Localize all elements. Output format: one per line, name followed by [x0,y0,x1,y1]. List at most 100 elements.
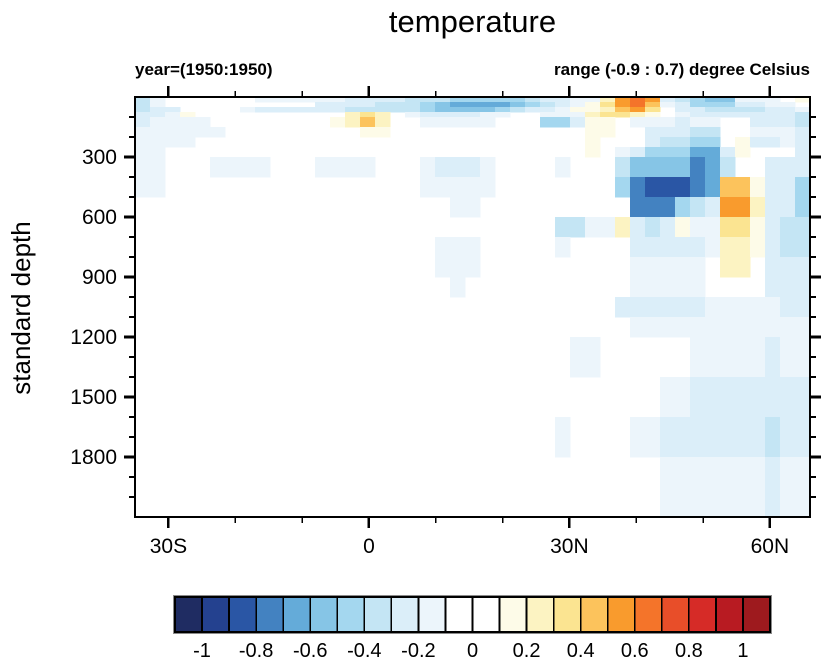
y-tick-label: 600 [82,206,117,229]
heatmap-cell [480,102,496,108]
heatmap-cell [270,107,286,113]
heatmap-cell [765,417,781,458]
heatmap-cell [585,147,601,158]
heatmap-cell [765,197,781,218]
heatmap-cell [675,217,691,238]
heatmap-cell [465,157,481,178]
heatmap-cell [675,102,691,108]
heatmap-cell [690,137,706,148]
heatmap-cell [690,237,706,258]
heatmap-cell [435,237,451,258]
heatmap-cell [600,217,616,238]
heatmap-cell [750,137,766,148]
heatmap-cell [765,277,781,298]
heatmap-cell [375,117,391,128]
heatmap-cell [150,107,166,113]
heatmap-cell [435,107,451,113]
heatmap-cell [705,137,721,148]
heatmap-cell [600,112,616,118]
heatmap-cell [720,177,736,198]
heatmap-cell [435,117,451,128]
heatmap-cell [765,337,781,378]
y-tick-label: 900 [82,266,117,289]
colorbar-label: 0 [467,640,478,662]
heatmap-cell [780,417,796,458]
heatmap-cell [765,297,781,318]
heatmap-cell [765,377,781,418]
heatmap-cell [645,297,661,318]
heatmap-cell [750,377,766,418]
heatmap-cell [570,112,586,118]
heatmap-cell [450,102,466,108]
heatmap-cell [315,102,331,108]
heatmap-cell [630,112,646,118]
heatmap-cell [795,377,811,418]
heatmap-cell [360,107,376,113]
heatmap-cell [615,107,631,113]
heatmap-cell [405,107,421,113]
heatmap-cell [345,97,361,103]
heatmap-cell [615,97,631,103]
heatmap-cell [225,157,241,178]
heatmap-cell [585,137,601,148]
heatmap-cell [360,102,376,108]
heatmap-cell [195,127,211,138]
heatmap-cell [675,237,691,258]
heatmap-cell [795,177,811,198]
heatmap-cell [765,97,781,103]
heatmap-cell [315,97,331,103]
heatmap-cell [435,257,451,278]
heatmap-cell [420,102,436,108]
heatmap-cell [465,197,481,218]
heatmap-cell [735,97,751,103]
heatmap-cell [420,112,436,118]
heatmap-cell [765,117,781,128]
heatmap-cell [390,107,406,113]
heatmap-cell [240,157,256,178]
heatmap-cell [750,107,766,113]
heatmap-cell [630,197,646,218]
colorbar-box [444,596,474,633]
colorbar-box [174,596,203,633]
heatmap-cell [675,197,691,218]
heatmap-cell [420,107,436,113]
heatmap-cell [165,112,181,118]
heatmap-cell [660,237,676,258]
heatmap-cell [630,107,646,113]
heatmap-cell [705,102,721,108]
heatmap-cell [750,217,766,238]
heatmap-cell [735,457,751,518]
heatmap-cell [675,277,691,298]
heatmap-cell [450,157,466,178]
heatmap-cell [720,157,736,178]
heatmap-cell [780,112,796,118]
heatmap-cell [405,97,421,103]
heatmap-cell [390,102,406,108]
heatmap-cell [630,277,646,298]
heatmap-cell [750,237,766,258]
heatmap-cell [435,112,451,118]
heatmap-cell [690,112,706,118]
heatmap-cell [180,137,196,148]
heatmap-cell [720,297,736,318]
heatmap-cell [675,297,691,318]
colorbar-box [552,596,582,633]
heatmap-cell [150,177,166,198]
heatmap-cell [735,147,751,158]
heatmap-cell [780,317,796,338]
heatmap-cell [555,217,571,238]
heatmap-cell [690,277,706,298]
heatmap-cell [330,107,346,113]
colorbar-label: 0.4 [567,640,595,662]
heatmap-cell [360,112,376,118]
heatmap-cell [735,257,751,278]
heatmap-cell [435,97,451,103]
heatmap-cell [660,457,676,518]
colorbar-label: -1 [193,640,211,662]
heatmap-cell [720,377,736,418]
heatmap-cell [720,317,736,338]
heatmap-cell [705,417,721,458]
heatmap-cell [195,117,211,128]
heatmap-cell [690,127,706,138]
y-axis-title: standard depth [6,221,36,395]
